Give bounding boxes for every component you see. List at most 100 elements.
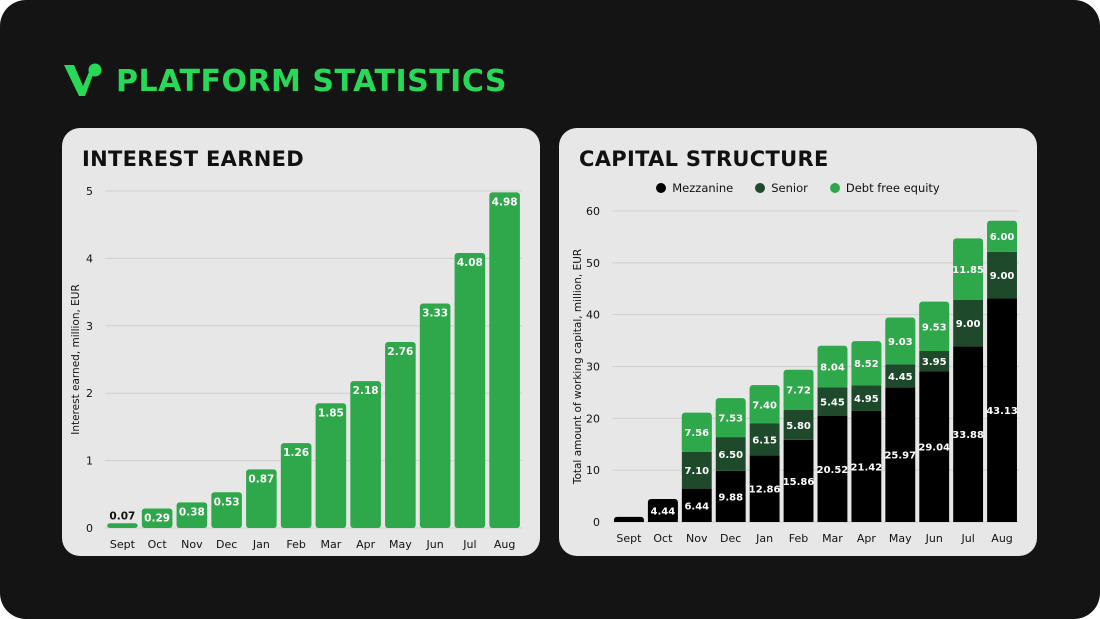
capital-structure-chart: 0 10 20 30 40 50 60 Total amount of working cap… <box>572 205 1019 545</box>
bar <box>350 381 381 528</box>
y-tick-label: 20 <box>586 412 600 425</box>
x-tick-label: Feb <box>286 538 305 551</box>
bar-segment-label: 6.50 <box>718 450 743 461</box>
x-tick-label: Jun <box>426 538 444 551</box>
y-tick-label: 0 <box>86 522 93 535</box>
x-tick-label: May <box>389 538 412 551</box>
bar-segment-fill <box>715 401 746 438</box>
bar-segment-label: 6.00 <box>990 232 1015 243</box>
bar-segment-label: 8.04 <box>820 363 845 374</box>
y-tick-label: 1 <box>86 455 93 468</box>
bar-segment-label: 33.88 <box>952 430 984 441</box>
bar-value-label: 1.26 <box>283 447 309 459</box>
bar <box>385 341 416 528</box>
bar-segment <box>749 423 780 456</box>
bar <box>315 403 347 528</box>
y-tick-label: 40 <box>586 309 600 322</box>
bar-segment-fill <box>647 501 678 522</box>
x-tick-label: Feb <box>789 532 808 545</box>
bar <box>489 192 520 528</box>
bar-segment <box>919 351 950 372</box>
x-tick-label: Sept <box>616 532 642 545</box>
y-axis-label: Interest earned, million, EUR <box>70 284 82 435</box>
x-tick-label: Aug <box>991 532 1012 545</box>
bar-segment-label: 9.03 <box>888 337 913 348</box>
bar-segment-label: 6.44 <box>684 501 709 512</box>
bar-segment-label: 7.40 <box>752 400 777 411</box>
bar <box>419 303 451 528</box>
bar-segment-fill <box>851 344 882 386</box>
x-tick-label: Jul <box>462 538 476 551</box>
bar-segment-label: 5.45 <box>820 398 845 409</box>
bar-segment <box>919 371 950 522</box>
x-tick-label: Sept <box>110 538 136 551</box>
x-tick-label: Jan <box>755 532 773 545</box>
legend-swatch <box>755 183 766 193</box>
y-tick-label: 3 <box>86 320 93 333</box>
bar-value-label: 0.29 <box>144 512 170 524</box>
x-tick-label: Nov <box>686 532 708 545</box>
y-axis-label: Total amount of working capital, million… <box>572 249 584 485</box>
x-tick-label: Oct <box>653 532 673 545</box>
x-tick-label: Apr <box>356 538 376 551</box>
x-tick-label: Nov <box>181 538 203 551</box>
bar-value-label: 0.07 <box>109 510 135 522</box>
bar-value-label: 4.98 <box>492 196 518 208</box>
page-title: PLATFORM STATISTICS <box>116 63 508 99</box>
bar-segment <box>817 415 848 522</box>
bar-value-label: 1.85 <box>318 407 344 419</box>
bar-segment-label: 11.85 <box>952 265 984 276</box>
bar-segment-label: 7.10 <box>684 466 709 477</box>
bar-segment-fill <box>885 320 916 365</box>
y-tick-label: 30 <box>586 361 600 374</box>
x-tick-label: May <box>889 532 912 545</box>
bar-segment <box>987 251 1017 299</box>
interest-earned-chart: 0 1 2 3 4 5 Interest earned, million, EUR Sept 0… <box>70 185 522 551</box>
bar-segment-label: 9.00 <box>990 271 1015 282</box>
bar-segment-label: 6.15 <box>752 435 777 446</box>
x-tick-label: Oct <box>148 538 168 551</box>
capital-structure-panel: CAPITAL STRUCTURE Mezzanine Senior Debt … <box>559 128 1037 556</box>
bar <box>141 508 173 528</box>
bar-segment-label: 21.42 <box>851 462 883 473</box>
bar-value-label: 2.18 <box>353 385 379 397</box>
bar-segment-label: 7.72 <box>786 386 811 397</box>
bar-segment <box>681 451 712 489</box>
x-tick-label: Jul <box>960 532 974 545</box>
x-tick-label: Mar <box>822 532 843 545</box>
bar-segment-label: 20.52 <box>817 465 849 476</box>
bar-segment-label: 9.00 <box>956 319 981 330</box>
bar-segment <box>885 387 916 522</box>
bar-segment-label: 25.97 <box>884 451 916 462</box>
chart-title: INTEREST EARNED <box>82 147 304 171</box>
bar-segment-label: 4.44 <box>651 506 676 517</box>
y-tick-label: 60 <box>586 205 600 218</box>
bar <box>246 469 277 528</box>
x-tick-label: Dec <box>216 538 237 551</box>
bar-segment-label: 3.95 <box>922 357 947 368</box>
bar-segment-label: 15.86 <box>783 477 815 488</box>
bar-segment-label: 7.56 <box>684 428 709 439</box>
legend-item-mezzanine: Mezzanine <box>656 181 733 195</box>
bar-value-label: 2.76 <box>387 346 413 358</box>
bar <box>280 443 312 528</box>
bar-segment <box>851 385 882 411</box>
y-tick-label: 2 <box>86 387 93 400</box>
y-tick-label: 50 <box>586 257 600 270</box>
bar <box>454 253 486 528</box>
bar-segment <box>681 488 712 522</box>
bar-value-label: 0.53 <box>214 496 240 508</box>
bar-segment <box>783 409 814 440</box>
bar-segment <box>953 346 984 522</box>
y-tick-label: 4 <box>86 252 93 265</box>
bar-segment-label: 4.95 <box>854 394 879 405</box>
interest-earned-panel: INTEREST EARNED 0 1 2 3 4 5 Interest earned, m… <box>62 128 540 556</box>
legend-item-debt-free-equity: Debt free equity <box>829 181 940 195</box>
legend-swatch <box>656 183 667 193</box>
x-tick-label: Dec <box>720 532 741 545</box>
bar-segment <box>817 387 848 416</box>
legend-item-senior: Senior <box>755 181 808 195</box>
bar-segment <box>715 437 746 471</box>
x-tick-label: Jun <box>925 532 943 545</box>
bar-value-label: 3.33 <box>422 308 448 320</box>
